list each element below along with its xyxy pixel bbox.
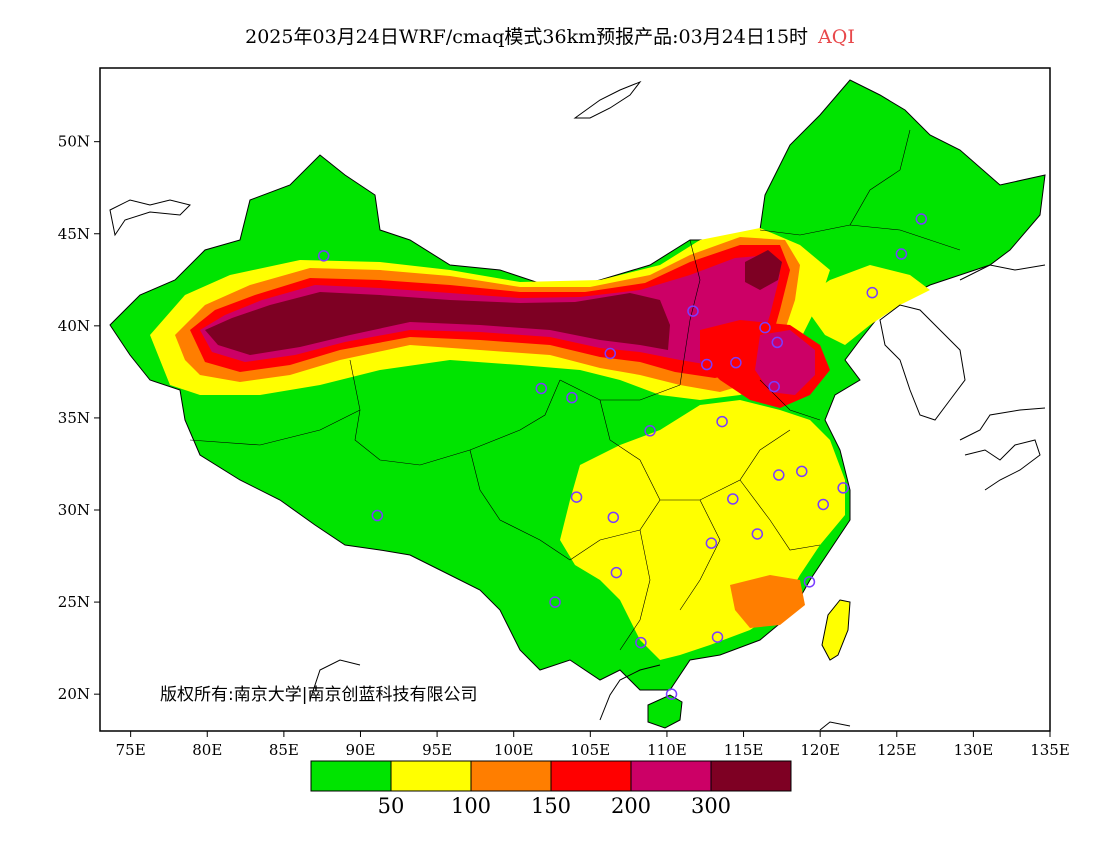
station-marker (705, 537, 718, 549)
lon-tick-label: 75E (116, 741, 146, 759)
lon-tick-label: 125E (877, 741, 917, 759)
latitude-ticks: 20N 25N 30N 35N 40N 45N 50N (58, 133, 100, 703)
station-marker (866, 286, 879, 299)
title-main: 2025年03月24日WRF/cmaq模式36km预报产品:03月24日15时 (245, 26, 809, 48)
station-marker (730, 356, 742, 369)
lon-tick-label: 135E (1030, 741, 1070, 759)
station-marker (817, 498, 829, 511)
lat-tick-label: 20N (58, 685, 90, 703)
station-markers (317, 213, 928, 700)
legend-label: 150 (531, 794, 571, 818)
station-marker (644, 425, 656, 437)
title-variable: AQI (818, 26, 855, 48)
taiwan-island (821, 599, 851, 661)
lon-tick-label: 80E (192, 741, 222, 759)
station-marker (549, 596, 561, 608)
lat-tick-label: 25N (58, 593, 90, 611)
station-marker (773, 469, 785, 481)
legend-swatch (710, 760, 792, 792)
station-marker (768, 380, 780, 393)
legend-swatch (390, 760, 472, 792)
station-marker (610, 566, 623, 579)
station-marker (751, 528, 764, 540)
station-marker (716, 415, 728, 428)
legend-label: 50 (378, 794, 405, 818)
aqi-region-usg-south (730, 575, 805, 628)
aqi-region-hazardous-north (745, 250, 782, 290)
lon-tick-label: 115E (724, 741, 764, 759)
legend-swatch (550, 760, 632, 792)
station-marker (895, 248, 908, 260)
station-marker (915, 213, 928, 225)
legend-label: 300 (691, 794, 731, 818)
station-marker (803, 576, 816, 588)
lon-tick-label: 120E (800, 741, 840, 759)
lon-tick-label: 90E (345, 741, 375, 759)
legend-label: 200 (611, 794, 651, 818)
lat-tick-label: 35N (58, 409, 90, 427)
station-marker (665, 688, 678, 700)
station-marker (635, 636, 647, 649)
lat-tick-label: 45N (58, 225, 90, 243)
map-title: 2025年03月24日WRF/cmaq模式36km预报产品:03月24日15时 A… (0, 22, 1100, 49)
lon-tick-label: 130E (954, 741, 994, 759)
station-marker (687, 305, 699, 317)
legend-swatch (470, 760, 552, 792)
station-marker (566, 391, 578, 404)
station-marker (727, 493, 739, 505)
lat-tick-label: 50N (58, 133, 90, 151)
aqi-region-hazardous (205, 292, 670, 355)
station-marker (604, 347, 616, 360)
lon-tick-label: 85E (269, 741, 299, 759)
aqi-region-moderate-northeast (800, 265, 930, 345)
station-marker (759, 321, 771, 334)
station-marker (535, 382, 548, 395)
station-marker (570, 491, 583, 503)
station-marker (837, 482, 849, 494)
legend-label: 100 (451, 794, 491, 818)
lat-tick-label: 40N (58, 317, 90, 335)
station-marker (711, 631, 724, 643)
lon-tick-label: 110E (647, 741, 687, 759)
station-marker (701, 358, 713, 371)
lat-tick-label: 30N (58, 501, 90, 519)
station-marker (771, 336, 784, 349)
station-marker (607, 511, 620, 524)
legend-swatch (310, 760, 392, 792)
copyright-notice: 版权所有:南京大学|南京创蓝科技有限公司 (160, 685, 478, 705)
aqi-region-very-unhealthy-pocket (755, 330, 815, 395)
station-marker (371, 509, 384, 522)
hainan-island (647, 694, 683, 729)
lon-tick-label: 100E (494, 741, 534, 759)
map-frame (99, 67, 1051, 732)
lon-tick-label: 95E (422, 741, 452, 759)
lon-tick-label: 105E (571, 741, 611, 759)
station-marker (317, 250, 330, 262)
aqi-legend: 50 100 150 200 300 (310, 760, 792, 818)
longitude-ticks: 75E 80E 85E 90E 95E 100E 105E 110E 115E 120E 125E 1… (116, 731, 1070, 759)
station-marker (796, 465, 808, 478)
legend-swatch (630, 760, 712, 792)
neighbor-coastlines (109, 80, 1046, 731)
